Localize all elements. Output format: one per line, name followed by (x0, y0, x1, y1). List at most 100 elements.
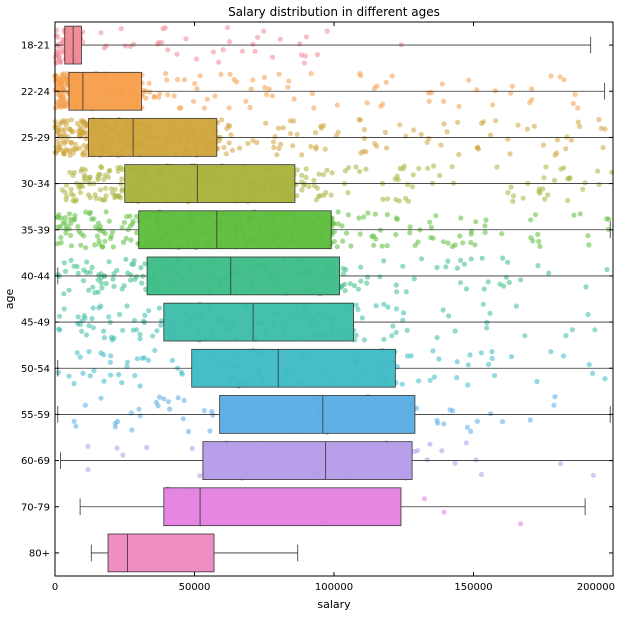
strip-point (497, 281, 503, 287)
strip-point (72, 146, 78, 152)
strip-point (371, 233, 377, 239)
strip-point (167, 406, 173, 412)
strip-point (141, 87, 147, 94)
strip-point (130, 218, 136, 224)
strip-point (164, 77, 170, 83)
strip-point (94, 233, 101, 239)
strip-point (179, 371, 185, 377)
strip-point (62, 268, 69, 274)
strip-point (55, 128, 61, 134)
strip-point (71, 418, 77, 424)
strip-point (348, 243, 354, 249)
strip-point (548, 73, 554, 79)
strip-point (66, 287, 72, 293)
strip-point (418, 131, 424, 137)
strip-point (303, 174, 309, 180)
strip-point (61, 141, 67, 147)
box-70-79 (163, 487, 402, 527)
strip-point (192, 81, 198, 87)
x-axis: 0 50000 100000 150000 200000 (52, 22, 615, 593)
strip-point (169, 357, 175, 363)
x-tick-label: 150000 (454, 582, 492, 593)
strip-point (534, 378, 540, 385)
strip-point (345, 190, 351, 196)
strip-point (362, 135, 368, 142)
strip-point (561, 165, 567, 171)
strip-point (575, 105, 581, 111)
strip-point (548, 349, 554, 355)
strip-point (484, 325, 490, 331)
strip-point (489, 355, 495, 361)
strip-point (407, 230, 413, 236)
strip-point (602, 126, 608, 132)
strip-point (478, 350, 484, 356)
strip-point (415, 239, 421, 245)
strip-point (106, 259, 112, 265)
strip-point (71, 217, 77, 223)
x-tick-label: 50000 (179, 582, 211, 593)
strip-point (157, 394, 163, 400)
strip-point (183, 36, 189, 42)
strip-point (75, 223, 81, 230)
strip-point (434, 335, 440, 341)
strip-point (357, 168, 363, 175)
strip-point (303, 166, 309, 172)
strip-point (60, 37, 66, 43)
strip-point (393, 329, 399, 335)
strip-point (123, 235, 129, 241)
strip-point (112, 186, 118, 192)
strip-point (156, 94, 162, 100)
strip-point (155, 41, 161, 47)
strip-point (89, 264, 95, 270)
strip-point (377, 274, 383, 280)
y-axis-label: age (3, 289, 16, 310)
strip-point (54, 138, 60, 145)
strip-point (570, 100, 576, 107)
strip-point (82, 177, 88, 183)
strip-point (359, 315, 365, 321)
strip-point (358, 264, 364, 270)
strip-point (70, 172, 76, 178)
strip-point (441, 421, 447, 427)
strip-point (299, 172, 305, 178)
strip-point (61, 120, 67, 126)
strip-point (580, 186, 586, 192)
strip-point (493, 118, 499, 124)
strip-point (98, 30, 104, 36)
strip-point (364, 100, 370, 106)
strip-point (351, 283, 358, 289)
strip-point (324, 28, 330, 34)
strip-point (383, 79, 389, 85)
strip-point (272, 134, 278, 140)
strip-point (427, 219, 433, 225)
strip-point (393, 282, 399, 288)
strip-point (324, 167, 330, 173)
strip-point (58, 44, 64, 50)
strip-point (142, 312, 148, 318)
strip-point (381, 258, 387, 264)
plot-area (52, 25, 615, 573)
strip-point (119, 286, 125, 292)
strip-point (321, 122, 327, 129)
strip-point (515, 122, 521, 128)
strip-point (132, 276, 138, 282)
strip-point (518, 277, 524, 283)
strip-point (456, 103, 462, 109)
strip-point (322, 146, 328, 152)
strip-point (53, 72, 59, 78)
strip-point (174, 51, 180, 57)
strip-point (440, 307, 446, 313)
strip-point (108, 186, 114, 192)
strip-point (449, 164, 455, 170)
strip-point (435, 420, 441, 426)
strip-point (118, 26, 124, 32)
strip-point (309, 91, 315, 97)
strip-point (79, 328, 85, 334)
box-60-69 (202, 441, 413, 480)
strip-point (119, 176, 125, 182)
strip-point (436, 356, 442, 362)
strip-point (111, 283, 117, 289)
strip-point (134, 230, 140, 236)
strip-point (182, 77, 188, 83)
